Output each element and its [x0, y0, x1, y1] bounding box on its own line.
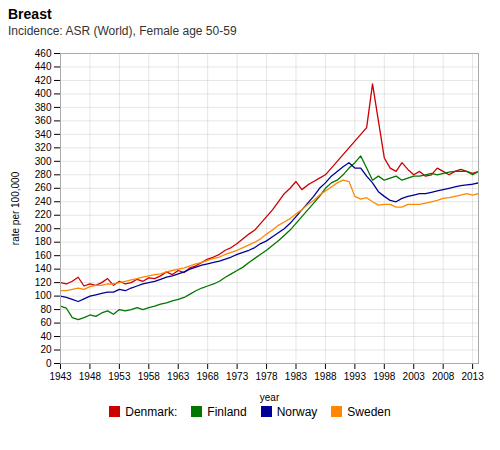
svg-text:1993: 1993 [344, 370, 367, 381]
html-text:Norway: Norway [276, 404, 318, 419]
svg-text:120: 120 [35, 276, 52, 287]
svg-text:60: 60 [40, 317, 52, 328]
svg-text:240: 240 [35, 195, 52, 206]
svg-text:1968: 1968 [197, 370, 220, 381]
svg-text:440: 440 [35, 61, 52, 72]
svg-text:1943: 1943 [49, 370, 72, 381]
svg-text:180: 180 [35, 236, 52, 247]
svg-text:360: 360 [35, 115, 52, 126]
svg-text:2008: 2008 [432, 370, 455, 381]
svg-text:1998: 1998 [373, 370, 396, 381]
svg-text:280: 280 [35, 169, 52, 180]
svg-text:380: 380 [35, 101, 52, 112]
svg-text:220: 220 [35, 209, 52, 220]
svg-text:40: 40 [40, 330, 52, 341]
html-text:Incidence: ASR (World), Female: Incidence: ASR (World), Female age 50-59 [8, 23, 237, 38]
svg-text:1963: 1963 [167, 370, 190, 381]
svg-text:rate per 100,000: rate per 100,000 [10, 171, 21, 245]
svg-text:20: 20 [40, 344, 52, 355]
svg-text:1958: 1958 [138, 370, 161, 381]
svg-text:80: 80 [40, 303, 52, 314]
svg-text:140: 140 [35, 263, 52, 274]
svg-text:2003: 2003 [403, 370, 426, 381]
html-text:Sweden: Sweden [347, 404, 391, 419]
svg-text:300: 300 [35, 155, 52, 166]
svg-text:160: 160 [35, 249, 52, 260]
svg-text:1973: 1973 [226, 370, 249, 381]
svg-text:1983: 1983 [285, 370, 308, 381]
svg-text:1948: 1948 [79, 370, 102, 381]
svg-text:420: 420 [35, 74, 52, 85]
html-text:Denmark:: Denmark: [125, 404, 178, 419]
svg-text:0: 0 [46, 357, 52, 368]
svg-text:320: 320 [35, 142, 52, 153]
html-text:Finland: Finland [207, 404, 247, 419]
svg-text:1953: 1953 [108, 370, 131, 381]
svg-text:260: 260 [35, 182, 52, 193]
svg-text:year: year [260, 391, 280, 402]
svg-text:2013: 2013 [461, 370, 484, 381]
svg-text:460: 460 [35, 47, 52, 58]
svg-text:340: 340 [35, 128, 52, 139]
html-text:Breast: Breast [8, 6, 52, 22]
svg-text:200: 200 [35, 222, 52, 233]
svg-text:100: 100 [35, 290, 52, 301]
svg-text:1988: 1988 [314, 370, 337, 381]
svg-text:400: 400 [35, 88, 52, 99]
svg-text:1978: 1978 [255, 370, 278, 381]
